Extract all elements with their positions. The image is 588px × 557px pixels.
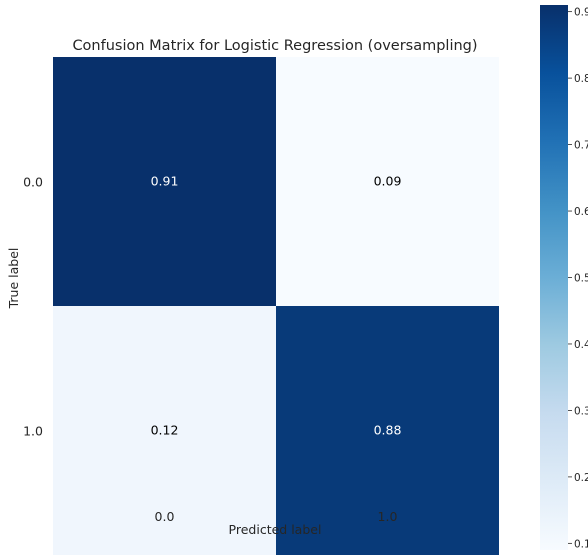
y-tick-label: 0.0	[23, 175, 43, 190]
heatmap-cell	[276, 57, 499, 306]
heatmap-cell	[53, 306, 276, 555]
colorbar-tick-label: 0.5	[574, 273, 588, 285]
x-tick-label: 1.0	[378, 509, 398, 524]
colorbar-tick-label: 0.8	[574, 73, 588, 85]
cell-value-label: 0.91	[151, 174, 179, 189]
y-axis-ticks: 0.0 1.0	[23, 175, 43, 439]
colorbar-tick-label: 0.1	[574, 538, 588, 550]
x-axis-label: Predicted label	[229, 522, 322, 537]
heatmap-cell-labels: 0.91 0.09 0.12 0.88	[151, 174, 402, 438]
cell-value-label: 0.88	[374, 423, 402, 438]
chart-title: Confusion Matrix for Logistic Regression…	[72, 38, 477, 54]
colorbar	[540, 5, 568, 550]
cell-value-label: 0.12	[151, 423, 179, 438]
x-axis-ticks: 0.0 1.0	[155, 509, 398, 524]
x-tick-label: 0.0	[155, 509, 175, 524]
colorbar-tick-label: 0.2	[574, 472, 588, 484]
heatmap-cells	[53, 57, 499, 555]
colorbar-tick-label: 0.7	[574, 140, 588, 152]
heatmap-cell	[276, 306, 499, 555]
heatmap-cell	[53, 57, 276, 306]
colorbar-tick-label: 0.4	[574, 339, 588, 351]
colorbar-ticks: 0.1 0.2 0.3 0.4 0.5 0.6 0.7 0.8 0.9	[568, 7, 588, 550]
colorbar-tick-label: 0.9	[574, 7, 588, 19]
colorbar-tick-label: 0.3	[574, 405, 588, 417]
y-axis-label: True label	[6, 248, 21, 310]
y-tick-label: 1.0	[23, 424, 43, 439]
colorbar-tick-label: 0.6	[574, 206, 588, 218]
cell-value-label: 0.09	[374, 174, 402, 189]
